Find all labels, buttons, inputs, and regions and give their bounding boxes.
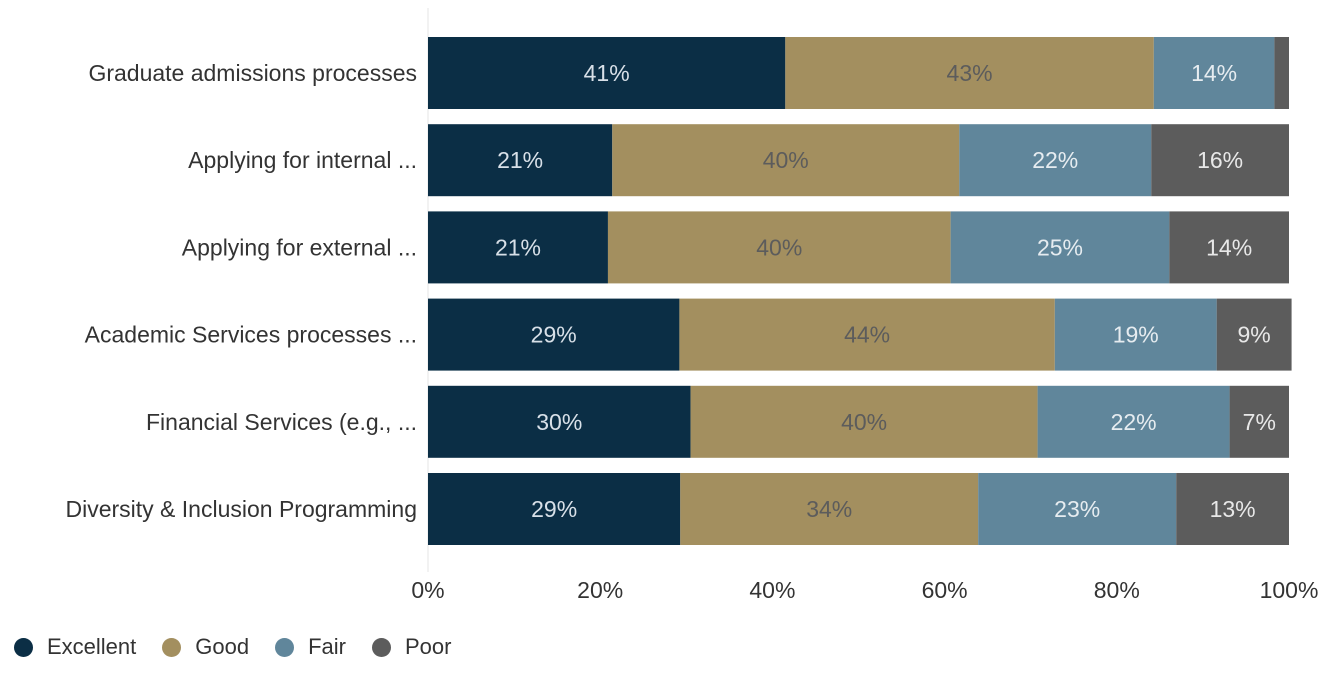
bar-segment-excellent [428,37,786,109]
data-label: 14% [1206,234,1252,260]
data-label: 30% [536,409,582,435]
legend-item: Good [162,634,249,660]
legend-label: Excellent [47,634,137,659]
category-label: Financial Services (e.g., ... [146,409,417,435]
data-label: 21% [497,147,543,173]
x-tick-label: 80% [1094,577,1140,603]
category-label: Diversity & Inclusion Programming [65,496,417,522]
data-label: 16% [1197,147,1243,173]
legend-item: Excellent [14,634,136,660]
bar-segment-good [607,211,951,284]
category-label: Graduate admissions processes [88,60,417,86]
legend-dot-icon [275,637,295,657]
x-tick-label: 0% [411,577,444,603]
bar-segment-good [679,298,1055,371]
data-label: 21% [495,234,541,260]
data-label: 22% [1111,409,1157,435]
legend-label: Fair [308,634,346,659]
legend-label: Poor [405,634,452,659]
bar-segment-fair [1153,37,1275,109]
x-tick-label: 100% [1260,577,1319,603]
bar-segment-fair [1037,385,1230,458]
category-label: Academic Services processes ... [85,322,417,348]
bar-segment-excellent [428,385,691,458]
stacked-bar-chart: Graduate admissions processes Applying fo… [65,8,1318,603]
legend-dot-icon [14,637,33,657]
bar-segment-excellent [428,124,613,197]
data-label: 34% [806,496,852,522]
x-tick-label: 40% [749,577,795,603]
data-label: 40% [756,234,802,260]
data-label: 41% [584,60,630,86]
x-tick-label: 20% [577,577,623,603]
bar-segment-fair [950,211,1170,284]
data-label: 29% [531,322,577,348]
bar-segment-poor [1169,211,1289,284]
category-labels: Graduate admissions processes Applying fo… [65,60,417,522]
x-axis-ticks: 0% 20% 40% 60% 80% 100% [411,577,1318,603]
data-label: 25% [1037,234,1083,260]
data-label: 43% [947,60,993,86]
bar-segment-good [785,37,1154,109]
bar-segment-fair [1054,298,1217,371]
bar-segment-good [612,124,960,197]
data-label: 23% [1054,496,1100,522]
bar-segment-good [680,473,979,545]
data-label: 40% [841,409,887,435]
data-label: 13% [1210,496,1256,522]
bars: 41% 43% 14% 21% 40% 22% 16% 21% 40% 25% 14% 29% 44% 1… [428,37,1292,545]
data-label: 44% [844,322,890,348]
data-label: 7% [1243,409,1276,435]
bar-segment-poor [1176,473,1289,545]
x-tick-label: 60% [922,577,968,603]
legend: Excellent Good Fair Poor [14,634,477,660]
category-label: Applying for external ... [182,234,417,260]
bar-segment-excellent [428,298,680,371]
bar-segment-fair [978,473,1177,545]
legend-label: Good [195,634,250,659]
bar-segment-poor [1229,385,1289,458]
bar-segment-poor [1216,298,1292,371]
bar-segment-excellent [428,473,681,545]
bar-segment-excellent [428,211,608,284]
legend-dot-icon [162,637,182,657]
data-label: 19% [1113,322,1159,348]
category-label: Applying for internal ... [188,147,417,173]
bar-segment-fair [959,124,1152,197]
legend-item: Fair [275,634,346,660]
data-label: 9% [1238,322,1271,348]
data-label: 14% [1191,60,1237,86]
data-label: 40% [763,147,809,173]
bar-segment-poor [1274,37,1289,109]
legend-item: Poor [372,634,451,660]
data-label: 29% [531,496,577,522]
bar-segment-good [690,385,1038,458]
legend-dot-icon [372,637,391,657]
data-label: 22% [1032,147,1078,173]
bar-segment-poor [1151,124,1289,197]
